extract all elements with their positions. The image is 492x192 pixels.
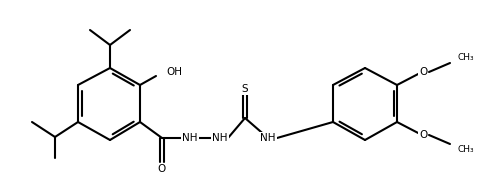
Text: S: S (242, 84, 248, 94)
Text: O: O (419, 67, 427, 77)
Text: OH: OH (166, 67, 182, 77)
Text: NH: NH (212, 133, 228, 143)
Text: NH: NH (182, 133, 198, 143)
Text: O: O (158, 164, 166, 174)
Text: CH₃: CH₃ (457, 54, 474, 63)
Text: O: O (419, 130, 427, 140)
Text: CH₃: CH₃ (457, 145, 474, 153)
Text: NH: NH (260, 133, 276, 143)
